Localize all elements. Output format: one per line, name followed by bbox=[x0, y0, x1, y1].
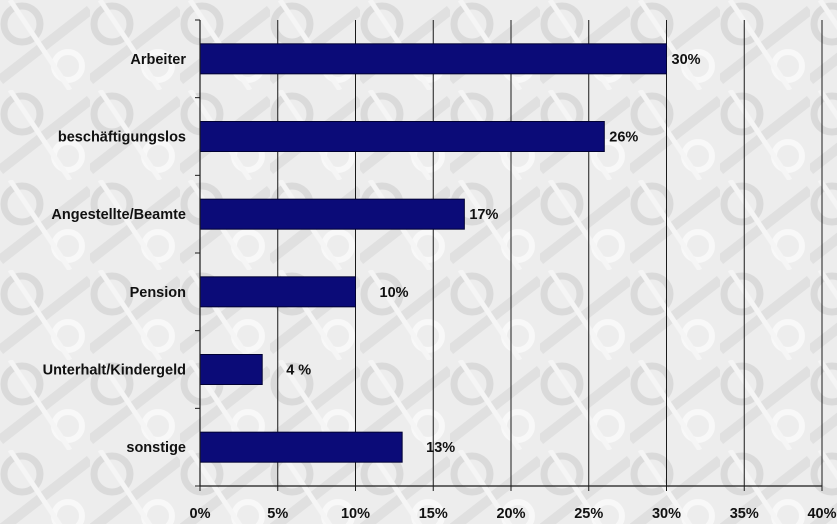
x-tick-label-4: 20% bbox=[496, 506, 525, 522]
category-label-4: Unterhalt/Kindergeld bbox=[43, 363, 186, 379]
category-label-1: beschäftigungslos bbox=[58, 130, 186, 146]
x-tick-label-5: 25% bbox=[574, 506, 603, 522]
bar-1 bbox=[199, 121, 605, 152]
x-tick-label-7: 35% bbox=[730, 506, 759, 522]
value-label-1: 26% bbox=[609, 130, 638, 146]
x-tick-label-0: 0% bbox=[190, 506, 211, 522]
labels: Arbeiter 30% beschäftigungslos 26% Angestell… bbox=[43, 52, 837, 522]
axes bbox=[195, 19, 823, 491]
value-label-2: 17% bbox=[469, 207, 498, 223]
gridlines bbox=[277, 20, 823, 486]
category-label-2: Angestellte/Beamte bbox=[51, 207, 186, 223]
bar-2 bbox=[199, 198, 465, 230]
bar-5 bbox=[199, 431, 403, 463]
x-tick-label-2: 10% bbox=[341, 506, 370, 522]
bar-3 bbox=[199, 276, 356, 308]
x-tick-label-6: 30% bbox=[652, 506, 681, 522]
category-label-0: Arbeiter bbox=[130, 52, 186, 68]
value-label-5: 13% bbox=[426, 440, 455, 456]
x-tick-label-8: 40% bbox=[807, 506, 836, 522]
x-tick-label-1: 5% bbox=[267, 506, 288, 522]
category-label-5: sonstige bbox=[126, 440, 186, 456]
category-label-3: Pension bbox=[130, 285, 186, 301]
value-label-0: 30% bbox=[672, 52, 701, 68]
value-label-4: 4 % bbox=[286, 363, 311, 379]
x-tick-label-3: 15% bbox=[419, 506, 448, 522]
value-label-3: 10% bbox=[380, 285, 409, 301]
bar-0 bbox=[199, 43, 667, 75]
bar-4 bbox=[199, 354, 263, 385]
